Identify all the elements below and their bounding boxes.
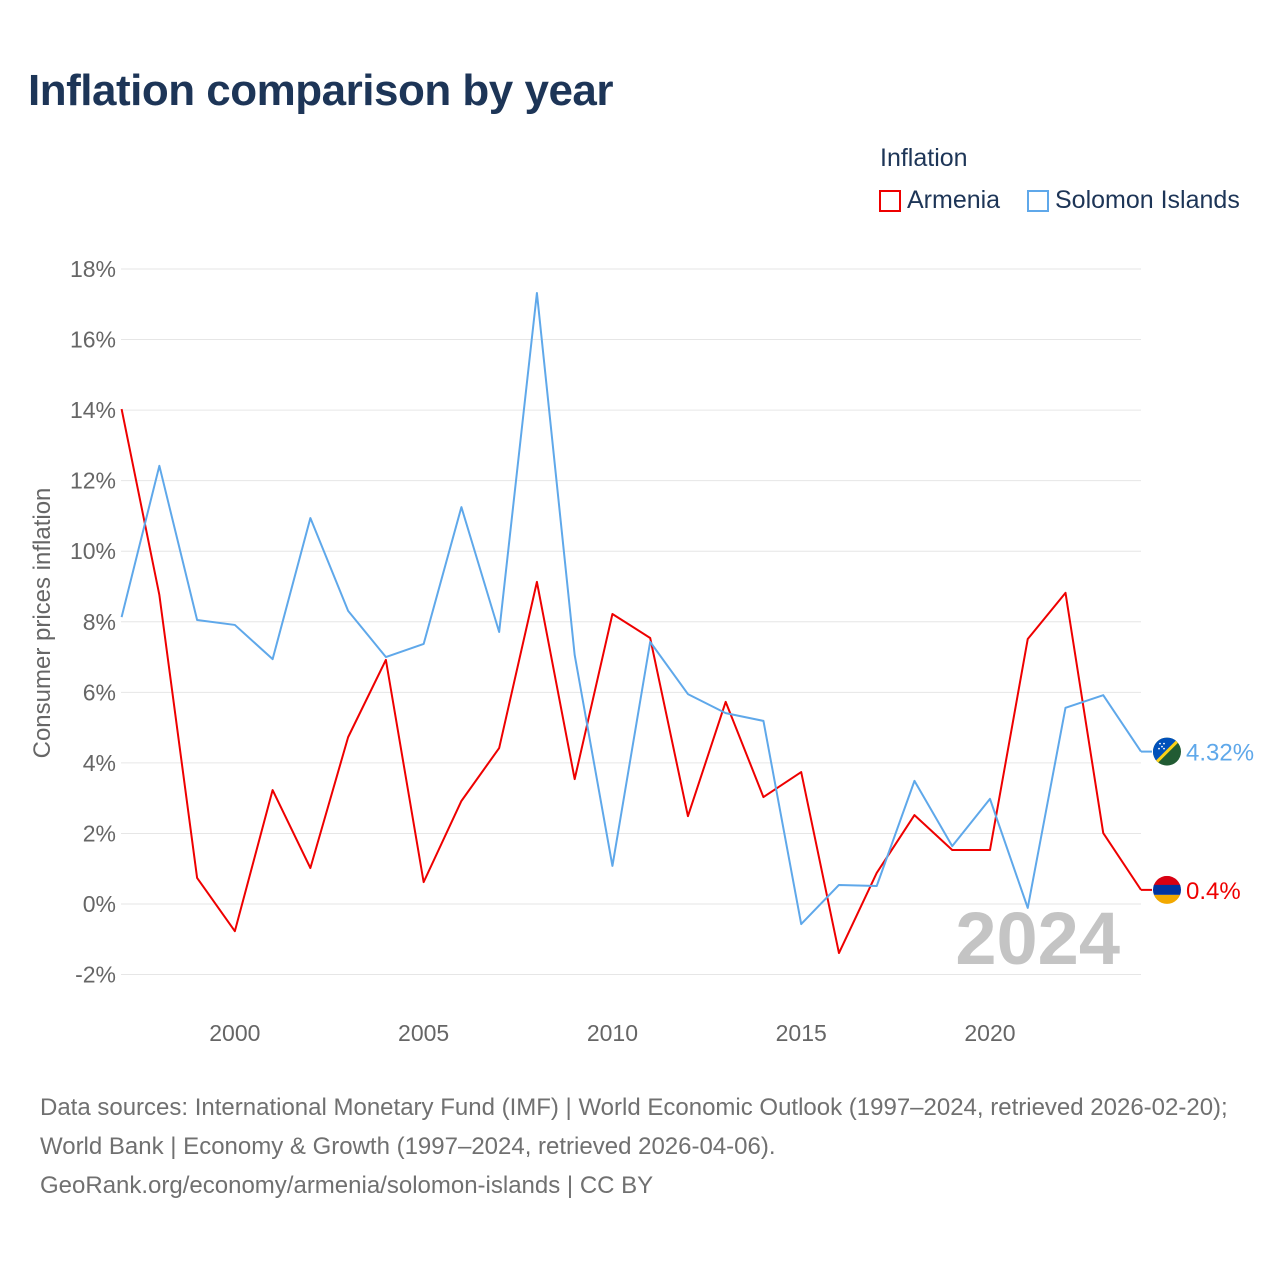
flag-star: [1163, 742, 1165, 745]
flag-star: [1158, 747, 1160, 750]
end-value-label: 4.32%: [1186, 740, 1254, 767]
y-tick-label: 18%: [70, 256, 116, 282]
y-tick-label: 4%: [83, 750, 116, 776]
legend-item-solomon-islands[interactable]: Solomon Islands: [1027, 186, 1240, 215]
y-tick-label: 2%: [83, 820, 116, 846]
x-tick-label: 2000: [209, 1020, 260, 1046]
legend-swatch-armenia: [879, 189, 901, 212]
armenia-flag-icon: [1153, 875, 1181, 904]
series-line-armenia: [120, 408, 1142, 955]
footer: Data sources: International Monetary Fun…: [40, 1088, 1250, 1205]
flag-diagonal: [1153, 737, 1181, 766]
source-link[interactable]: GeoRank.org/economy/armenia/solomon-isla…: [40, 1172, 654, 1199]
x-tick-label: 2010: [587, 1020, 638, 1046]
legend-label: Solomon Islands: [1055, 186, 1240, 214]
legend-swatch-solomon-islands: [1027, 189, 1049, 212]
y-tick-label: 6%: [83, 679, 116, 705]
y-tick-label: 12%: [70, 468, 116, 494]
solomon-islands-flag-icon: [1153, 737, 1181, 766]
y-tick-label: 0%: [83, 891, 116, 917]
y-tick-label: 14%: [70, 397, 116, 423]
y-tick-label: 10%: [70, 538, 116, 564]
flag-body: [1153, 737, 1181, 766]
flag-stripe: [1153, 884, 1181, 895]
chart-title: Inflation comparison by year: [28, 66, 614, 115]
end-value-label: 0.4%: [1186, 878, 1241, 905]
legend-label: Armenia: [907, 186, 1001, 214]
y-tick-label: 16%: [70, 327, 116, 353]
legend-title: Inflation: [880, 144, 968, 172]
flag-stripe: [1153, 875, 1181, 886]
y-axis-label: Consumer prices inflation: [29, 488, 56, 759]
x-tick-label: 2020: [964, 1020, 1015, 1046]
flag-star: [1163, 747, 1165, 750]
data-sources: Data sources: International Monetary Fun…: [40, 1094, 1228, 1160]
x-tick-label: 2015: [776, 1020, 827, 1046]
y-tick-label: -2%: [75, 962, 116, 988]
series-line-solomon-islands: [120, 291, 1142, 926]
year-watermark: 2024: [955, 897, 1120, 980]
legend-item-armenia[interactable]: Armenia: [879, 186, 1000, 215]
flag-body: [1153, 875, 1181, 904]
flag-star: [1161, 745, 1163, 748]
y-tick-label: 8%: [83, 609, 116, 635]
flag-stripe: [1153, 894, 1181, 904]
x-tick-label: 2005: [398, 1020, 449, 1046]
flag-star: [1159, 742, 1161, 745]
